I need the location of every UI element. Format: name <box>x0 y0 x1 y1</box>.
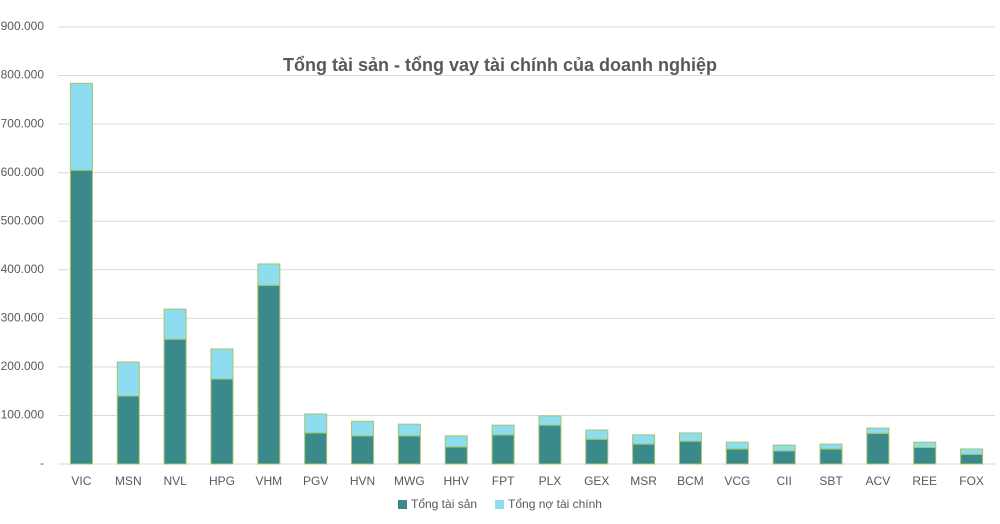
bar-segment <box>491 434 515 465</box>
bar-segment <box>351 435 375 465</box>
y-tick-label: - <box>40 456 44 470</box>
x-tick-label: PLX <box>539 474 562 488</box>
bar-segment <box>913 446 937 465</box>
bar-segment <box>585 438 609 465</box>
y-tick-label: 100.000 <box>1 408 45 422</box>
bar-segment <box>960 448 984 455</box>
bar-segment <box>163 308 187 340</box>
bar-segment <box>538 424 562 465</box>
y-tick-label: 600.000 <box>1 165 45 179</box>
bar-segment <box>678 440 702 465</box>
x-tick-label: BCM <box>677 474 704 488</box>
x-tick-label: MWG <box>394 474 425 488</box>
x-tick-label: CII <box>777 474 792 488</box>
x-tick-label: SBT <box>819 474 843 488</box>
bar-segment <box>69 169 93 465</box>
y-tick-label: 800.000 <box>1 68 45 82</box>
x-tick-label: VIC <box>71 474 91 488</box>
bar-segment <box>210 348 234 380</box>
x-tick-label: HVN <box>350 474 375 488</box>
bar-segment <box>491 424 515 436</box>
bar-segment <box>257 284 281 465</box>
y-tick-label: 900.000 <box>1 19 45 33</box>
bar-segment <box>913 441 937 448</box>
legend-label: Tổng nợ tài chính <box>508 497 602 511</box>
x-tick-label: VHM <box>255 474 282 488</box>
x-tick-label: GEX <box>584 474 609 488</box>
bar-segment <box>772 450 796 465</box>
bar-segment <box>866 427 890 434</box>
x-tick-label: FPT <box>492 474 515 488</box>
bar-segment <box>819 448 843 465</box>
bar-segment <box>866 432 890 465</box>
bar-segment <box>163 338 187 465</box>
bar-segment <box>444 435 468 448</box>
bar-segment <box>960 453 984 465</box>
chart-title: Tổng tài sản - tổng vay tài chính của do… <box>283 55 717 75</box>
y-tick-label: 500.000 <box>1 213 45 227</box>
x-tick-label: MSR <box>630 474 657 488</box>
bar-segment <box>304 413 328 434</box>
x-tick-label: HHV <box>444 474 469 488</box>
bar-segment <box>397 435 421 465</box>
bar-segment <box>819 443 843 450</box>
y-tick-label: 200.000 <box>1 359 45 373</box>
y-tick-label: 700.000 <box>1 116 45 130</box>
x-tick-label: VCG <box>724 474 750 488</box>
bar-segment <box>69 82 93 171</box>
x-tick-label: FOX <box>959 474 984 488</box>
x-tick-label: REE <box>912 474 937 488</box>
bar-segment <box>397 423 421 437</box>
bar-segment <box>538 415 562 426</box>
bar-segment <box>772 444 796 452</box>
bar-segment <box>351 420 375 437</box>
bar-segment <box>257 263 281 286</box>
y-tick-label: 300.000 <box>1 311 45 325</box>
x-tick-label: PGV <box>303 474 328 488</box>
legend-swatch <box>398 500 407 509</box>
legend-swatch <box>495 500 505 509</box>
bar-segment <box>632 434 656 445</box>
bar-segment <box>444 446 468 465</box>
x-tick-label: NVL <box>163 474 187 488</box>
bar-segment <box>116 395 140 465</box>
bar-segment <box>210 378 234 465</box>
bar-segment <box>632 443 656 465</box>
bar-segment <box>585 429 609 440</box>
bar-segment <box>725 448 749 465</box>
y-tick-label: 400.000 <box>1 262 45 276</box>
bar-segment <box>725 441 749 450</box>
bar-segment <box>678 432 702 442</box>
bar-segment <box>304 432 328 465</box>
legend-label: Tổng tài sản <box>411 497 477 511</box>
x-tick-label: HPG <box>209 474 235 488</box>
x-tick-label: ACV <box>866 474 891 488</box>
x-tick-label: MSN <box>115 474 142 488</box>
bar-segment <box>116 361 140 397</box>
